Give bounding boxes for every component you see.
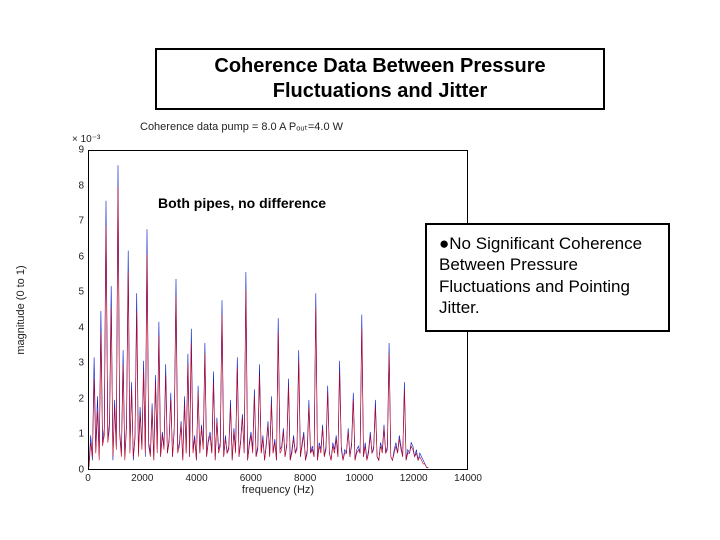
y-tick: 8 xyxy=(54,180,84,191)
y-tick: 0 xyxy=(54,465,84,476)
x-tick: 10000 xyxy=(346,473,374,484)
chart-subtitle: Coherence data pump = 8.0 A Pₒᵤₜ=4.0 W xyxy=(140,120,343,133)
x-axis-label: frequency (Hz) xyxy=(88,484,468,496)
y-tick: 5 xyxy=(54,287,84,298)
x-tick: 14000 xyxy=(454,473,482,484)
page-title: Coherence Data Between Pressure Fluctuat… xyxy=(155,48,605,110)
x-tick: 6000 xyxy=(240,473,262,484)
y-tick: 6 xyxy=(54,251,84,262)
x-tick: 8000 xyxy=(294,473,316,484)
y-tick: 7 xyxy=(54,216,84,227)
series-red xyxy=(89,187,428,468)
y-tick: 3 xyxy=(54,358,84,369)
x-tick: 4000 xyxy=(185,473,207,484)
inline-annotation: Both pipes, no difference xyxy=(158,195,326,211)
y-axis-label: magnitude (0 to 1) xyxy=(15,150,29,470)
note-box: ●No Significant Coherence Between Pressu… xyxy=(425,223,670,332)
x-tick: 12000 xyxy=(400,473,428,484)
x-tick: 2000 xyxy=(131,473,153,484)
coherence-chart: Coherence data pump = 8.0 A Pₒᵤₜ=4.0 W ×… xyxy=(30,120,490,520)
y-tick: 2 xyxy=(54,393,84,404)
y-exponent: × 10⁻³ xyxy=(72,134,100,145)
note-text: ●No Significant Coherence Between Pressu… xyxy=(439,233,658,318)
y-tick: 9 xyxy=(54,145,84,156)
y-tick: 1 xyxy=(54,429,84,440)
y-tick: 4 xyxy=(54,322,84,333)
x-tick: 0 xyxy=(85,473,91,484)
